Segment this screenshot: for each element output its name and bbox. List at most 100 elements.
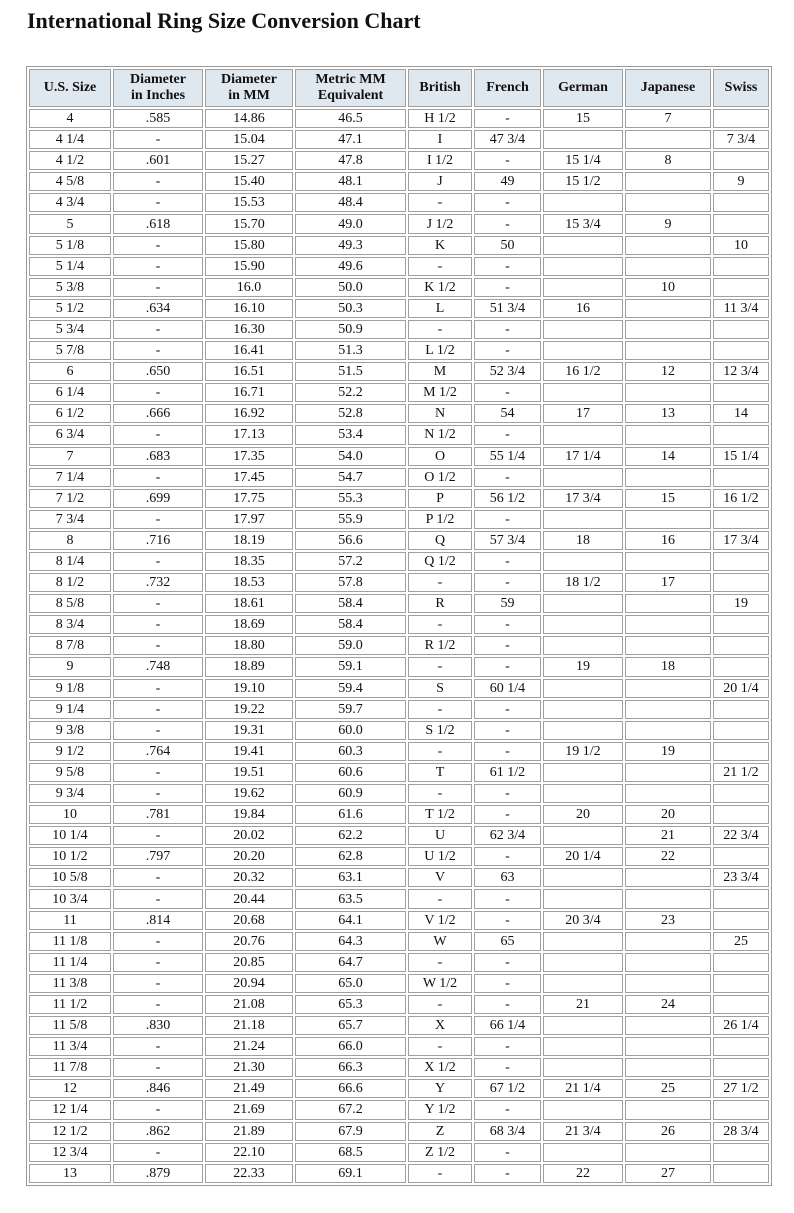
table-cell: .862 [113,1121,203,1141]
table-cell: 20 [543,805,623,825]
table-cell: 26 [625,1121,711,1141]
table-row: 9.748 18.89 59.1- -19 18 [29,657,769,677]
table-row: 8 3/4-18.69 58.4- - [29,615,769,635]
table-cell [625,130,711,150]
table-cell: 56.6 [295,530,406,550]
table-cell: 9 [29,657,111,677]
table-cell: - [408,952,472,972]
table-cell [543,509,623,529]
table-cell [713,193,769,213]
table-cell: K [408,235,472,255]
column-header-text: Diameter [221,72,277,87]
table-cell [713,784,769,804]
table-cell [713,889,769,909]
table-cell: 17 1/4 [543,446,623,466]
table-cell: 65.0 [295,973,406,993]
table-cell: - [474,425,541,445]
table-cell: 11 7/8 [29,1058,111,1078]
table-cell: 20 1/4 [713,678,769,698]
table-cell: .732 [113,573,203,593]
table-cell: 4 5/8 [29,172,111,192]
table-cell [713,319,769,340]
table-cell: 66.0 [295,1037,406,1057]
table-cell: 15 1/2 [543,172,623,192]
table-cell: P [408,488,472,508]
table-cell: 24 [625,994,711,1015]
table-cell [713,341,769,361]
table-cell: 16.92 [205,404,293,424]
table-row: 13.879 22.33 69.1- -22 27 [29,1163,769,1183]
table-cell: J 1/2 [408,214,472,234]
table-cell: Q 1/2 [408,551,472,572]
table-cell: - [474,657,541,677]
table-cell: 69.1 [295,1163,406,1183]
table-cell: - [474,277,541,297]
table-cell: U 1/2 [408,847,472,867]
table-cell: - [113,1037,203,1057]
table-row: 9 1/2.764 19.41 60.3- -19 1/2 19 [29,741,769,761]
table-cell: 50.9 [295,319,406,340]
table-cell: 15 1/4 [713,446,769,466]
table-cell: 7 3/4 [29,509,111,529]
table-cell: 51.5 [295,362,406,382]
table-cell: 21.69 [205,1100,293,1120]
table-cell: 55 1/4 [474,446,541,466]
table-cell: - [408,1037,472,1057]
table-cell: 17.35 [205,446,293,466]
table-row: 10 3/4-20.44 63.5- - [29,889,769,909]
table-cell: 62 3/4 [474,826,541,846]
table-cell [543,973,623,993]
table-cell: - [408,573,472,593]
table-row: 8 5/8-18.61 58.4 R 59 19 [29,594,769,614]
table-cell: 54 [474,404,541,424]
table-cell: 8 [29,530,111,550]
table-row: 4.585 14.86 46.5 H 1/2-15 7 [29,109,769,129]
column-header-text: Swiss [724,80,758,95]
table-row: 4 3/4-15.53 48.4- - [29,193,769,213]
table-cell [543,341,623,361]
table-cell: 53.4 [295,425,406,445]
table-cell: 27 [625,1163,711,1183]
table-cell: 68.5 [295,1142,406,1162]
table-cell [625,235,711,255]
table-cell [625,172,711,192]
table-cell: 22 3/4 [713,826,769,846]
table-cell [713,1100,769,1120]
table-cell: 15.04 [205,130,293,150]
table-cell: K 1/2 [408,277,472,297]
table-cell: 10 [29,805,111,825]
table-cell: 18.53 [205,573,293,593]
table-cell: 21.30 [205,1058,293,1078]
table-cell: 63.1 [295,868,406,888]
table-cell: 17.45 [205,467,293,487]
table-cell: 13 [625,404,711,424]
column-header: U.S. Size [29,69,111,107]
table-cell: L 1/2 [408,341,472,361]
table-row: 6 1/4-16.71 52.2 M 1/2- [29,383,769,403]
table-cell: - [474,573,541,593]
table-cell: .879 [113,1163,203,1183]
table-cell: - [474,467,541,487]
table-cell: 51 3/4 [474,298,541,318]
table-cell: - [474,214,541,234]
table-cell: 19.62 [205,784,293,804]
table-cell: 19 [713,594,769,614]
table-cell: V 1/2 [408,910,472,930]
table-cell [625,256,711,276]
table-cell [713,720,769,740]
table-cell: 14 [713,404,769,424]
table-cell: 68 3/4 [474,1121,541,1141]
table-cell: V [408,868,472,888]
table-cell: 22.10 [205,1142,293,1162]
table-cell: 65 [474,931,541,951]
table-cell [543,383,623,403]
table-cell [543,256,623,276]
table-cell: 52.2 [295,383,406,403]
table-cell: 7 1/4 [29,467,111,487]
table-cell: X 1/2 [408,1058,472,1078]
table-cell [713,952,769,972]
table-cell: .764 [113,741,203,761]
table-cell: 7 3/4 [713,130,769,150]
table-cell: 11 3/8 [29,973,111,993]
column-header-text: Japanese [640,80,696,95]
